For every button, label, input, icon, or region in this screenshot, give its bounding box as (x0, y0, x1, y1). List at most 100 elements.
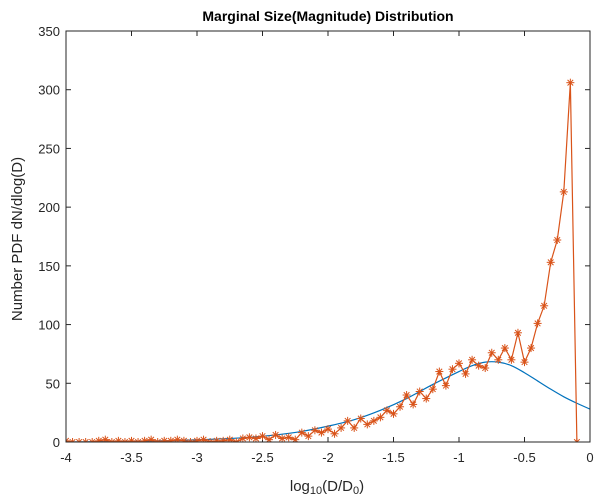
data-point-marker (546, 258, 555, 267)
data-point-marker (396, 402, 405, 411)
data-point-marker (428, 385, 437, 394)
data-point-marker (134, 438, 143, 442)
data-point-marker (297, 428, 306, 437)
data-point-marker (540, 301, 549, 310)
data-point-marker (369, 416, 378, 425)
data-point-marker (572, 438, 581, 442)
y-tick-label: 300 (38, 83, 60, 98)
data-point-marker (566, 78, 575, 87)
data-point-marker (527, 344, 536, 353)
data-point-marker (441, 381, 450, 390)
data-point-marker (500, 344, 509, 353)
y-tick-label: 50 (46, 376, 60, 391)
data-point-marker (120, 438, 129, 442)
data-point-marker (271, 430, 280, 439)
data-point-marker (402, 391, 411, 400)
data-point-marker (487, 348, 496, 357)
data-point-marker (455, 359, 463, 368)
data-point-marker (140, 436, 149, 442)
series-group (66, 78, 590, 442)
data-point-marker (559, 187, 568, 196)
x-tick-label: -1.5 (382, 450, 404, 465)
data-point-marker (474, 361, 483, 370)
y-tick-label: 350 (38, 24, 60, 39)
x-axis-label-ratio: (D/D (322, 478, 353, 495)
x-tick-label: -1 (453, 450, 465, 465)
data-point-marker (382, 406, 391, 415)
x-axis-label: log10(D/D0) (290, 478, 364, 497)
data-point-marker (513, 328, 522, 337)
data-point-marker (304, 432, 313, 441)
x-tick-label: -4 (60, 450, 72, 465)
data-point-marker (258, 432, 267, 441)
y-tick-label: 100 (38, 318, 60, 333)
data-point-marker (310, 426, 319, 435)
data-point-marker (94, 436, 103, 442)
data-point-marker (435, 367, 444, 376)
data-point-marker (376, 413, 385, 422)
y-axis-label: Number PDF dN/dlog(D) (9, 157, 26, 321)
data-point-marker (461, 369, 470, 378)
data-point-marker (127, 436, 136, 442)
y-tick-label: 0 (53, 435, 60, 450)
data-point-marker (415, 387, 424, 396)
axes-box (65, 30, 591, 443)
data-point-marker (186, 438, 195, 442)
data-point-marker (238, 434, 247, 442)
data-point-marker (520, 358, 529, 367)
x-tick-label: 0 (586, 450, 593, 465)
data-point-marker (245, 433, 254, 442)
data-point-marker (232, 438, 241, 442)
data-point-marker (533, 319, 542, 328)
data-point-marker (468, 355, 477, 364)
x-axis-label-log: log (290, 478, 310, 495)
data-point-marker (179, 436, 188, 442)
x-tick-label: -0.5 (513, 450, 535, 465)
data-point-marker (193, 436, 201, 442)
data-point-marker (350, 423, 359, 432)
data-point-marker (422, 394, 431, 403)
data-point-marker (68, 438, 77, 442)
data-point-marker (107, 438, 116, 442)
data-point-marker (114, 436, 123, 442)
x-tick-label: -3 (191, 450, 203, 465)
data-point-marker (317, 428, 326, 437)
x-axis-label-base: 10 (310, 485, 322, 497)
x-tick-label: -3.5 (120, 450, 142, 465)
data-point-marker (219, 436, 228, 442)
data-point-marker (409, 400, 418, 409)
data-point-marker (494, 355, 503, 364)
x-tick-label: -2 (322, 450, 334, 465)
data-point-marker (153, 438, 162, 442)
x-tick-label: -2.5 (251, 450, 273, 465)
data-point-marker (81, 438, 90, 442)
y-tick-label: 150 (38, 259, 60, 274)
data-point-marker (88, 438, 97, 442)
data-point-marker (75, 438, 84, 442)
data-point-marker (343, 416, 352, 425)
data-point-marker (337, 423, 346, 432)
data-point-marker (278, 434, 287, 442)
chart-title: Marginal Size(Magnitude) Distribution (202, 8, 453, 24)
axes-border (65, 30, 591, 443)
data-point-marker (206, 438, 215, 442)
data-point-marker (166, 436, 175, 442)
data-point-marker (284, 433, 293, 442)
data-point-marker (481, 364, 490, 373)
data-point-marker (448, 365, 457, 374)
x-axis-label-close: ) (359, 478, 364, 495)
data-point-marker (330, 429, 339, 438)
data-point-marker (507, 355, 516, 364)
data-point-marker (363, 420, 372, 429)
data-point-marker (553, 236, 562, 245)
x-axis-label-subscript: 0 (353, 485, 359, 497)
data-point-marker (324, 425, 332, 434)
data-point-marker (356, 414, 365, 423)
y-tick-label: 200 (38, 200, 60, 215)
data-point-marker (251, 434, 260, 442)
data-point-marker (389, 409, 398, 418)
plot-area: -4 -3.5 -3 -2.5 -2 -1.5 -1 -0.5 0 0 50 100 150 200 250… (38, 24, 593, 465)
y-tick-label: 250 (38, 141, 60, 156)
